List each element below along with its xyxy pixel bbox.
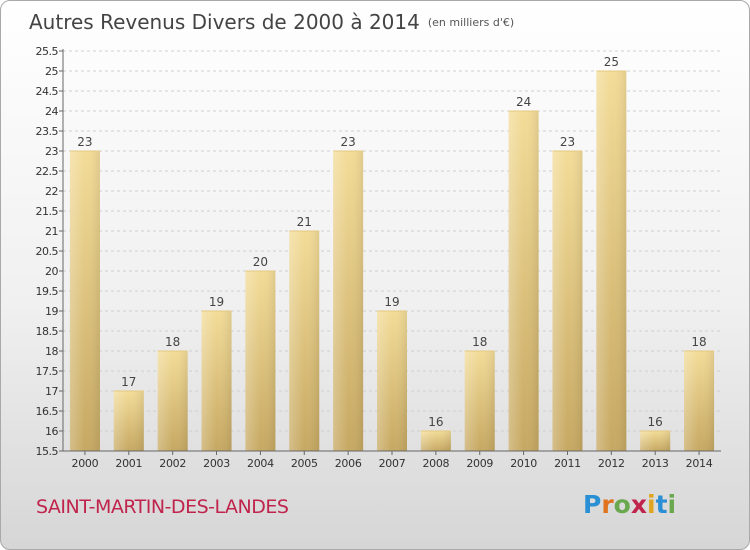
y-tick-label: 21.5 [36, 205, 59, 218]
x-tick-label: 2002 [159, 457, 186, 470]
data-label: 16 [428, 415, 443, 429]
y-tick-label: 19.5 [36, 285, 59, 298]
axes [59, 49, 721, 455]
y-tick-label: 15.5 [36, 445, 59, 458]
y-tick-label: 16 [45, 425, 58, 438]
logo-letter: i [667, 490, 677, 519]
bar-shade [596, 71, 627, 451]
logo-letter: r [601, 490, 614, 519]
logo-letter: o [613, 490, 631, 519]
bar-shade [377, 311, 407, 451]
data-label: 20 [253, 255, 268, 269]
y-tick-label: 20.5 [36, 245, 59, 258]
y-tick-label: 19 [45, 305, 58, 318]
bar-shade [464, 351, 495, 451]
x-tick-label: 2003 [203, 457, 230, 470]
bar-shade [640, 431, 671, 451]
y-tick-label: 22.5 [36, 165, 59, 178]
x-tick-label: 2010 [510, 457, 537, 470]
x-tick-label: 2013 [642, 457, 669, 470]
proxiti-logo[interactable]: Proxiti [583, 490, 676, 519]
x-tick-label: 2011 [554, 457, 581, 470]
y-tick-label: 22 [45, 185, 58, 198]
logo-letter: i [647, 490, 656, 519]
chart-title-unit: (en milliers d'€) [427, 16, 515, 29]
bar-shade [289, 231, 320, 451]
labels: 15.5 16 16.5 17 17.5 18 18.5 19 19.5 20 20.5 21 21.5… [36, 45, 714, 470]
y-tick-label: 25 [45, 65, 58, 78]
data-label: 16 [648, 415, 663, 429]
data-label: 18 [691, 335, 706, 349]
x-tick-label: 2008 [422, 457, 449, 470]
logo-letter: t [655, 490, 668, 519]
data-label: 23 [560, 135, 575, 149]
logo-letter: x [630, 490, 647, 519]
bar-shade [245, 271, 276, 451]
y-tick-label: 21 [45, 225, 58, 238]
y-tick-label: 16.5 [36, 405, 59, 418]
y-tick-label: 23.5 [36, 125, 59, 138]
y-tick-label: 24.5 [36, 85, 59, 98]
data-label: 23 [77, 135, 92, 149]
y-tick-label: 25.5 [36, 45, 59, 58]
y-tick-label: 23 [45, 145, 58, 158]
bar-shade [420, 431, 451, 451]
x-tick-label: 2007 [379, 457, 406, 470]
x-tick-label: 2001 [115, 457, 142, 470]
bar-shade [113, 391, 144, 451]
bar-shade [69, 151, 100, 451]
x-tick-label: 2005 [291, 457, 318, 470]
x-tick-label: 2014 [686, 457, 713, 470]
data-label: 21 [297, 215, 312, 229]
data-label: 19 [384, 295, 399, 309]
y-tick-label: 17 [45, 385, 58, 398]
bar-shade [684, 351, 715, 451]
data-label: 23 [340, 135, 355, 149]
x-tick-label: 2000 [72, 457, 99, 470]
y-tick-label: 18 [45, 345, 58, 358]
data-label: 17 [121, 375, 136, 389]
x-tick-label: 2009 [466, 457, 493, 470]
y-tick-label: 20 [45, 265, 58, 278]
y-tick-label: 17.5 [36, 365, 59, 378]
bar-shade [157, 351, 188, 451]
x-tick-label: 2006 [335, 457, 362, 470]
data-label: 18 [472, 335, 487, 349]
bar-shade [201, 311, 232, 451]
chart-title: Autres Revenus Divers de 2000 à 2014 (en … [29, 10, 514, 34]
y-tick-label: 18.5 [36, 325, 59, 338]
x-tick-label: 2012 [598, 457, 625, 470]
bar-shade [552, 151, 583, 451]
bar-shade [333, 151, 364, 451]
x-tick-label: 2004 [247, 457, 274, 470]
data-label: 24 [516, 95, 531, 109]
data-label: 18 [165, 335, 180, 349]
place-name: SAINT-MARTIN-DES-LANDES [36, 496, 289, 518]
data-label: 19 [209, 295, 224, 309]
chart-title-main: Autres Revenus Divers de 2000 à 2014 [29, 10, 420, 34]
data-label: 25 [604, 55, 619, 69]
y-tick-label: 24 [45, 105, 58, 118]
logo-letter: P [583, 490, 602, 519]
bars [69, 70, 715, 451]
bar-shade [508, 111, 539, 451]
